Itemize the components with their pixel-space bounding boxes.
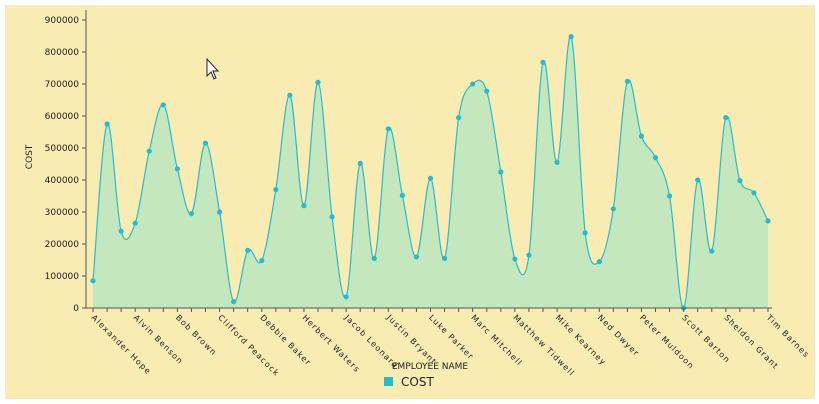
data-point[interactable] [512,256,518,262]
data-point[interactable] [624,78,630,85]
data-point[interactable] [610,206,616,212]
data-point[interactable] [737,178,743,184]
data-point[interactable] [104,121,110,127]
x-tick-label: Tim Barnes [764,312,811,359]
data-point[interactable] [343,294,349,300]
data-point[interactable] [427,175,434,181]
y-tick-label: 400000 [45,176,80,186]
data-point[interactable] [245,247,251,253]
y-tick-label: 800000 [45,48,80,58]
data-point[interactable] [399,192,405,198]
data-point[interactable] [371,255,377,261]
y-tick-label: 0 [73,304,79,314]
data-point[interactable] [273,187,279,193]
data-point[interactable] [188,211,195,217]
data-point[interactable] [301,203,307,209]
data-point[interactable] [526,252,532,258]
data-point[interactable] [329,214,335,220]
y-tick-label: 200000 [45,240,80,250]
y-tick-label: 100000 [45,272,80,282]
data-point[interactable] [666,193,673,199]
data-point[interactable] [385,126,391,132]
mouse-cursor-icon [206,57,220,80]
data-point[interactable] [596,259,602,265]
y-tick-label: 700000 [45,80,80,90]
y-tick-label: 900000 [45,16,80,26]
data-point[interactable] [202,140,209,146]
x-axis-title: EMPLOYEE NAME [392,362,469,372]
data-point[interactable] [723,115,729,121]
y-tick-label: 300000 [45,208,80,218]
data-point[interactable] [695,177,701,183]
x-tick-label: Luke Parker [427,313,476,362]
data-point[interactable] [174,166,180,172]
data-point[interactable] [568,34,574,40]
data-point[interactable] [146,148,152,154]
legend-label: COST [401,375,434,389]
y-tick-label: 500000 [45,144,80,154]
data-point[interactable] [751,190,757,196]
x-tick-label: Ned Dwyer [596,313,641,358]
data-point[interactable] [357,160,363,166]
y-tick-label: 600000 [45,112,80,122]
legend-swatch [384,377,393,386]
data-point[interactable] [498,169,504,175]
data-point[interactable] [554,159,560,165]
data-point[interactable] [470,81,476,87]
x-tick-label: Bob Brown [174,313,218,357]
data-point[interactable] [441,255,448,261]
data-point[interactable] [259,258,265,264]
data-point[interactable] [216,209,223,215]
data-point[interactable] [709,248,715,254]
data-point[interactable] [652,155,659,161]
data-point[interactable] [132,220,138,226]
data-point[interactable] [315,79,321,85]
y-axis-title: COST [25,144,35,169]
data-point[interactable] [484,88,490,94]
data-point[interactable] [231,299,237,305]
data-point[interactable] [540,59,546,65]
data-point[interactable] [287,92,293,98]
data-point[interactable] [90,278,96,284]
data-point[interactable] [456,115,462,121]
legend[interactable]: COST [384,375,434,389]
data-point[interactable] [765,218,771,224]
data-point[interactable] [638,133,645,139]
data-point[interactable] [160,102,166,108]
data-point[interactable] [582,230,588,236]
data-point[interactable] [118,228,124,234]
data-point[interactable] [413,254,420,260]
series-area-fill [93,35,768,309]
